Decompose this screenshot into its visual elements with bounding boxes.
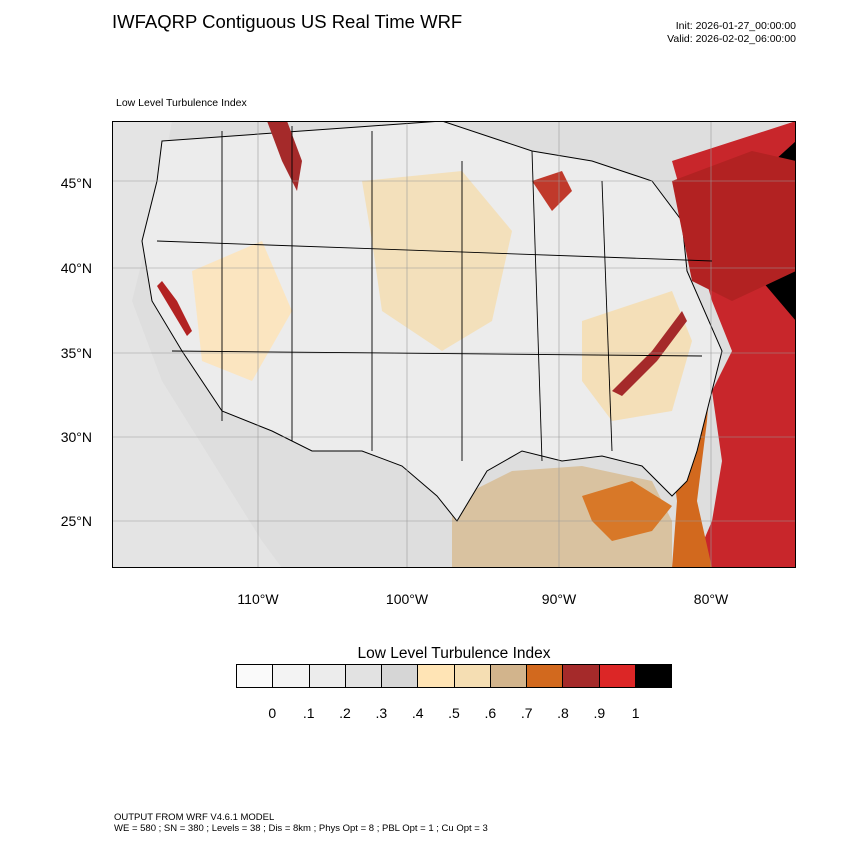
- colorbar: [236, 664, 672, 688]
- lat-label-30: 30°N: [60, 429, 92, 445]
- field-subtitle: Low Level Turbulence Index: [116, 97, 247, 109]
- colorbar-swatch-11: [635, 665, 671, 687]
- lon-label-100w: 100°W: [385, 591, 429, 607]
- model-footer: OUTPUT FROM WRF V4.6.1 MODEL WE = 580 ; …: [114, 812, 488, 834]
- colorbar-swatch-4: [382, 665, 419, 687]
- valid-time: Valid: 2026-02-02_06:00:00: [667, 33, 796, 45]
- sierra-ridge: [157, 281, 192, 336]
- lon-label-110w: 110°W: [237, 591, 279, 607]
- northeast-red: [672, 151, 796, 301]
- colorbar-label: .1: [302, 705, 315, 721]
- plot-title: IWFAQRP Contiguous US Real Time WRF: [112, 11, 463, 32]
- colorbar-swatch-8: [527, 665, 564, 687]
- lat-label-35: 35°N: [60, 345, 92, 361]
- colorbar-label: .6: [484, 705, 497, 721]
- appalachian-ridge: [612, 311, 687, 396]
- colorbar-swatch-6: [454, 665, 491, 687]
- colorbar-label: .5: [448, 705, 460, 721]
- colorbar-label: 1: [631, 705, 640, 721]
- colorbar-swatch-3: [345, 665, 382, 687]
- init-valid-times: Init: 2026-01-27_00:00:00 Valid: 2026-02…: [667, 20, 796, 46]
- lon-label-80w: 80°W: [693, 591, 729, 607]
- colorbar-title: Low Level Turbulence Index: [357, 645, 551, 662]
- colorbar-label: .8: [557, 705, 569, 721]
- map-panel: [112, 121, 796, 568]
- lon-label-90w: 90°W: [541, 591, 577, 607]
- colorbar-swatch-1: [273, 665, 310, 687]
- plains-tan: [362, 171, 512, 351]
- lat-label-25: 25°N: [60, 513, 92, 529]
- footer-line-2: WE = 580 ; SN = 380 ; Levels = 38 ; Dis …: [114, 823, 488, 834]
- gulf-orange-patch: [582, 481, 672, 541]
- colorbar-swatch-2: [309, 665, 346, 687]
- colorbar-swatch-5: [418, 665, 455, 687]
- lat-label-40: 40°N: [60, 260, 92, 276]
- rockies-north: [267, 121, 302, 191]
- state-borders: [156, 126, 713, 462]
- colorbar-swatch-10: [599, 665, 636, 687]
- colorbar-label: .7: [520, 705, 533, 721]
- colorbar-swatch-9: [563, 665, 600, 687]
- colorbar-label: .9: [593, 705, 606, 721]
- west-tan: [192, 241, 292, 381]
- colorbar-swatch-0: [237, 665, 274, 687]
- lat-label-45: 45°N: [60, 175, 92, 191]
- init-time: Init: 2026-01-27_00:00:00: [675, 20, 796, 32]
- colorbar-swatch-7: [490, 665, 527, 687]
- colorbar-label: .2: [339, 705, 351, 721]
- colorbar-label: .3: [375, 705, 388, 721]
- colorbar-label: 0: [268, 705, 277, 721]
- colorbar-label: .4: [411, 705, 424, 721]
- map-frame: [112, 121, 796, 568]
- footer-line-1: OUTPUT FROM WRF V4.6.1 MODEL: [114, 812, 275, 823]
- graticule: [112, 121, 796, 568]
- pacific-ocean: [112, 121, 282, 568]
